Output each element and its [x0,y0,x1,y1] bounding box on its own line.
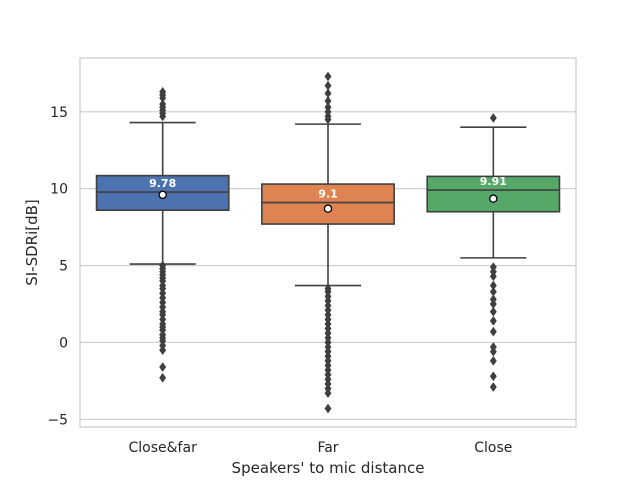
y-tick-label: −5 [47,412,68,428]
outlier-point [324,388,332,399]
outlier-point [489,355,497,366]
outlier-point [159,362,167,372]
median-value-label: 9.78 [149,177,176,190]
y-tick-label: 15 [50,105,68,121]
x-axis-label: Speakers' to mic distance [232,459,425,477]
median-value-label: 9.1 [318,188,338,201]
box-iqr [95,174,230,212]
outlier-point [324,71,332,82]
mean-marker [158,190,167,200]
x-tick-label: Close&far [129,440,198,456]
mean-marker [323,204,333,213]
y-tick-label: 0 [59,335,68,351]
outlier-point [324,403,332,414]
outlier-point [489,326,497,337]
x-tick-label: Far [317,440,338,456]
y-axis-label: SI-SDRi[dB] [23,199,41,286]
mean-marker [489,194,498,203]
outlier-point [159,345,167,356]
plot-frame [79,57,577,428]
box-iqr [426,175,561,213]
y-tick-labels: −5 0 5 10 15 [47,105,68,429]
y-tick-label: 10 [50,182,68,198]
outlier-point [489,113,497,123]
outlier-point [159,372,167,383]
box-group: 9.1 [261,71,395,414]
outlier-point [159,111,167,122]
median-value-label: 9.91 [480,175,507,188]
x-tick-labels: Close&far Far Close [129,440,513,456]
box-group: 9.91 [426,113,561,392]
outlier-point [324,114,332,125]
y-tick-label: 5 [59,259,68,275]
outlier-point [489,371,497,382]
outlier-point [489,306,497,317]
box-series: 9.78 9.1 9.91 [95,71,561,414]
box-iqr [261,183,395,225]
outlier-point [489,382,497,392]
box-group: 9.78 [95,86,230,383]
x-tick-label: Close [474,440,512,456]
outlier-point [489,315,497,326]
